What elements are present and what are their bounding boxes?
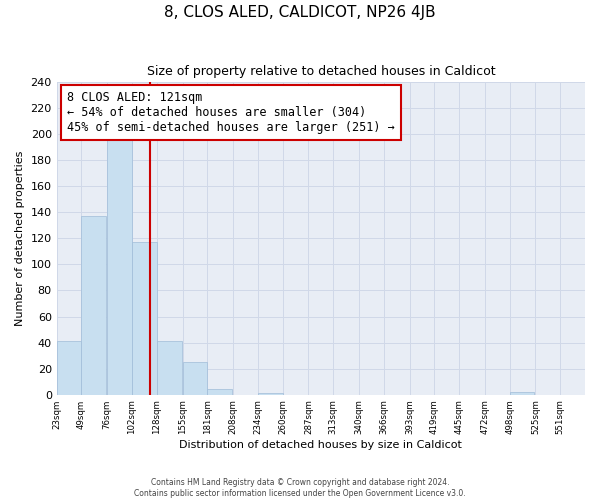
Bar	[132, 242, 157, 394]
Bar	[182, 362, 208, 394]
Bar	[208, 390, 232, 394]
Bar	[157, 342, 182, 394]
Text: 8, CLOS ALED, CALDICOT, NP26 4JB: 8, CLOS ALED, CALDICOT, NP26 4JB	[164, 5, 436, 20]
Bar	[56, 342, 82, 394]
Text: Contains HM Land Registry data © Crown copyright and database right 2024.
Contai: Contains HM Land Registry data © Crown c…	[134, 478, 466, 498]
Bar	[107, 130, 132, 394]
Y-axis label: Number of detached properties: Number of detached properties	[15, 150, 25, 326]
X-axis label: Distribution of detached houses by size in Caldicot: Distribution of detached houses by size …	[179, 440, 462, 450]
Bar	[509, 392, 535, 394]
Bar	[82, 216, 106, 394]
Text: 8 CLOS ALED: 121sqm
← 54% of detached houses are smaller (304)
45% of semi-detac: 8 CLOS ALED: 121sqm ← 54% of detached ho…	[67, 92, 395, 134]
Title: Size of property relative to detached houses in Caldicot: Size of property relative to detached ho…	[146, 65, 495, 78]
